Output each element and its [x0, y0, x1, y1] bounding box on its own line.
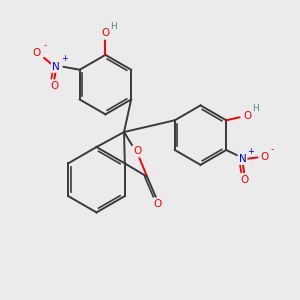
Text: -: - [271, 146, 274, 154]
Text: H: H [110, 22, 117, 31]
Text: +: + [248, 147, 254, 156]
Text: O: O [50, 81, 59, 91]
Text: -: - [44, 41, 47, 50]
Text: N: N [52, 62, 60, 72]
Text: O: O [244, 111, 252, 121]
Text: O: O [133, 146, 141, 156]
Text: H: H [252, 104, 259, 113]
Text: O: O [260, 152, 269, 162]
Text: +: + [61, 54, 68, 63]
Text: O: O [101, 28, 110, 38]
Text: O: O [240, 175, 248, 185]
Text: O: O [32, 48, 41, 59]
Text: N: N [239, 154, 247, 164]
Text: O: O [153, 199, 162, 208]
